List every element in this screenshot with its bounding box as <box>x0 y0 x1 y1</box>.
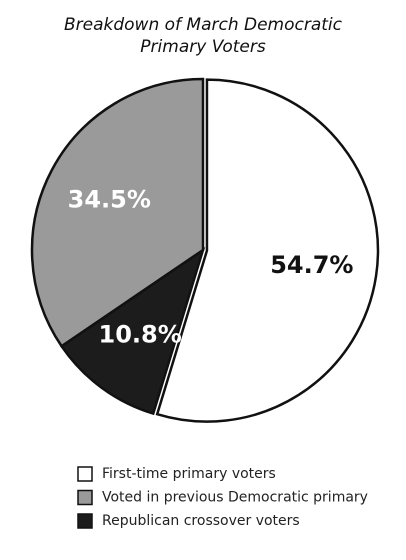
chart-title: Breakdown of March Democratic Primary Vo… <box>63 15 343 57</box>
legend-swatch <box>77 513 93 529</box>
legend-label: Voted in previous Democratic primary <box>102 490 368 506</box>
value-label: 54.7% <box>270 251 353 279</box>
pie-slice <box>155 78 380 423</box>
legend-label: First-time primary voters <box>102 466 276 482</box>
value-label: 10.8% <box>99 320 182 348</box>
legend-label: Republican crossover voters <box>102 513 300 529</box>
pie-slice <box>59 246 206 416</box>
legend-swatch <box>77 466 93 482</box>
legend-swatch <box>77 489 93 506</box>
value-label: 34.5% <box>68 185 151 213</box>
pie-slice <box>30 77 205 348</box>
